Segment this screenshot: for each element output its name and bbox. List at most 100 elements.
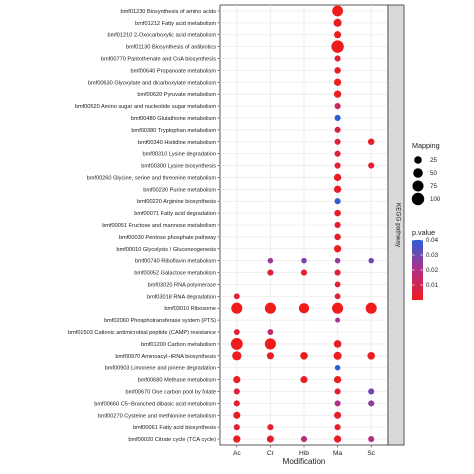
data-point <box>334 400 341 407</box>
data-point <box>334 198 341 205</box>
data-point <box>334 138 341 145</box>
data-point <box>334 103 341 110</box>
size-legend-dot <box>412 180 424 192</box>
data-point <box>231 302 243 314</box>
y-tick-label: bmf00903 Limonene and pinene degradation <box>105 366 216 372</box>
data-point <box>334 209 341 217</box>
data-point <box>233 411 241 419</box>
data-point <box>300 269 308 276</box>
data-point <box>334 424 341 431</box>
data-point <box>233 424 240 431</box>
y-tick-label: bmf00630 Glyoxylate and dicarboxylate me… <box>88 80 216 86</box>
size-legend-dot <box>413 168 423 178</box>
data-point <box>301 257 307 264</box>
color-legend-label: 0.02 <box>426 267 439 274</box>
data-point <box>333 351 342 360</box>
data-point <box>334 281 341 288</box>
size-legend-label: 75 <box>430 183 437 190</box>
data-point <box>233 293 240 300</box>
data-point <box>267 424 274 431</box>
facet-strip-label: KEGG pathway <box>395 203 402 248</box>
data-point <box>333 90 342 98</box>
data-point <box>333 18 342 27</box>
data-point <box>368 257 374 264</box>
data-point <box>334 233 341 241</box>
data-point <box>334 221 341 229</box>
y-tick-label: bmf02060 Phosphotransferase system (PTS) <box>104 318 216 324</box>
data-point <box>233 329 240 335</box>
data-point <box>335 317 341 323</box>
data-point <box>230 337 243 350</box>
x-tick-label: Ac <box>233 450 241 457</box>
data-point <box>334 114 341 122</box>
x-tick-label: Cr <box>267 450 275 457</box>
y-tick-label: bmf00340 Histidine metabolism <box>138 140 216 146</box>
data-point <box>333 245 342 253</box>
y-tick-label: bmf00260 Glycine, serine and threonine m… <box>87 175 217 181</box>
data-point <box>233 388 240 395</box>
data-point <box>365 302 377 314</box>
y-tick-label: bmf00380 Tryptophan metabolism <box>131 128 216 134</box>
y-tick-label: bmf00270 Cysteine and methionine metabol… <box>98 413 216 419</box>
data-point <box>233 376 241 384</box>
y-tick-label: bmf00770 Pantothenate and CoA biosynthes… <box>101 57 216 63</box>
y-tick-label: bmf00670 One carbon pool by folate <box>126 389 217 395</box>
data-point <box>334 55 341 62</box>
x-tick-label: Ma <box>333 450 342 457</box>
data-point <box>367 138 375 146</box>
color-legend-label: 0.03 <box>426 252 439 259</box>
data-point <box>300 352 308 360</box>
data-point <box>334 388 341 395</box>
data-point <box>266 352 274 360</box>
data-point <box>333 435 342 443</box>
data-point <box>334 364 341 371</box>
y-tick-label: bmf00660 C5−Branched dibasic acid metabo… <box>94 401 216 407</box>
data-point <box>264 338 276 350</box>
data-point <box>264 302 276 314</box>
data-point <box>300 376 308 384</box>
size-legend-label: 25 <box>430 157 437 164</box>
x-axis-labels: Ac Cr Hib Ma Sc <box>233 445 376 457</box>
data-point <box>333 173 342 182</box>
y-tick-label: bmf00480 Glutathione metabolism <box>131 116 217 122</box>
data-point <box>267 269 274 276</box>
y-axis-labels: bmf01230 Biosynthesis of amino acids bmf0… <box>68 9 220 443</box>
data-point <box>334 411 342 419</box>
size-legend-label: 50 <box>430 170 437 177</box>
color-legend-label: 0.04 <box>426 237 439 244</box>
data-point <box>298 303 310 314</box>
y-tick-label: bmf00620 Pyruvate metabolism <box>137 92 216 98</box>
y-tick-label: bmf00220 Arginine biosynthesis <box>137 199 216 205</box>
data-point <box>334 293 341 300</box>
data-point <box>333 78 342 86</box>
color-legend: p.value 0.04 0.03 0.02 0.01 <box>412 228 439 300</box>
y-tick-label: bmf00640 Propanoate metabolism <box>130 68 216 74</box>
data-point <box>300 435 308 443</box>
color-legend-title: p.value <box>412 228 435 237</box>
data-point <box>267 257 274 264</box>
data-point <box>367 352 376 360</box>
y-tick-label: bmf00300 Lysine biosynthesis <box>141 164 216 170</box>
size-legend-dot <box>411 192 425 206</box>
size-legend-label: 100 <box>430 196 441 203</box>
data-point <box>334 269 341 276</box>
color-legend-bar <box>412 240 423 300</box>
data-point <box>332 5 344 17</box>
data-point <box>334 31 342 39</box>
data-point <box>331 40 344 53</box>
color-legend-label: 0.01 <box>426 282 439 289</box>
y-tick-label: bmf00010 Glycolysis / Gluconeogenesis <box>117 247 217 253</box>
data-point <box>368 388 375 395</box>
y-tick-label: bmf00740 Riboflavin metabolism <box>135 259 216 265</box>
y-tick-label: bmf01200 Carbon metabolism <box>141 342 216 348</box>
data-point <box>334 150 341 157</box>
data-points <box>230 5 377 443</box>
data-point <box>267 329 274 335</box>
y-tick-label: bmf01212 Fatty acid metabolism <box>135 21 216 27</box>
y-tick-label: bmf00680 Methane metabolism <box>138 378 217 384</box>
y-tick-label: bmf00310 Lysine degradation <box>143 152 217 158</box>
y-tick-label: bmf00230 Purine metabolism <box>143 187 216 193</box>
x-tick-label: Hib <box>299 450 309 457</box>
data-point <box>333 340 342 348</box>
